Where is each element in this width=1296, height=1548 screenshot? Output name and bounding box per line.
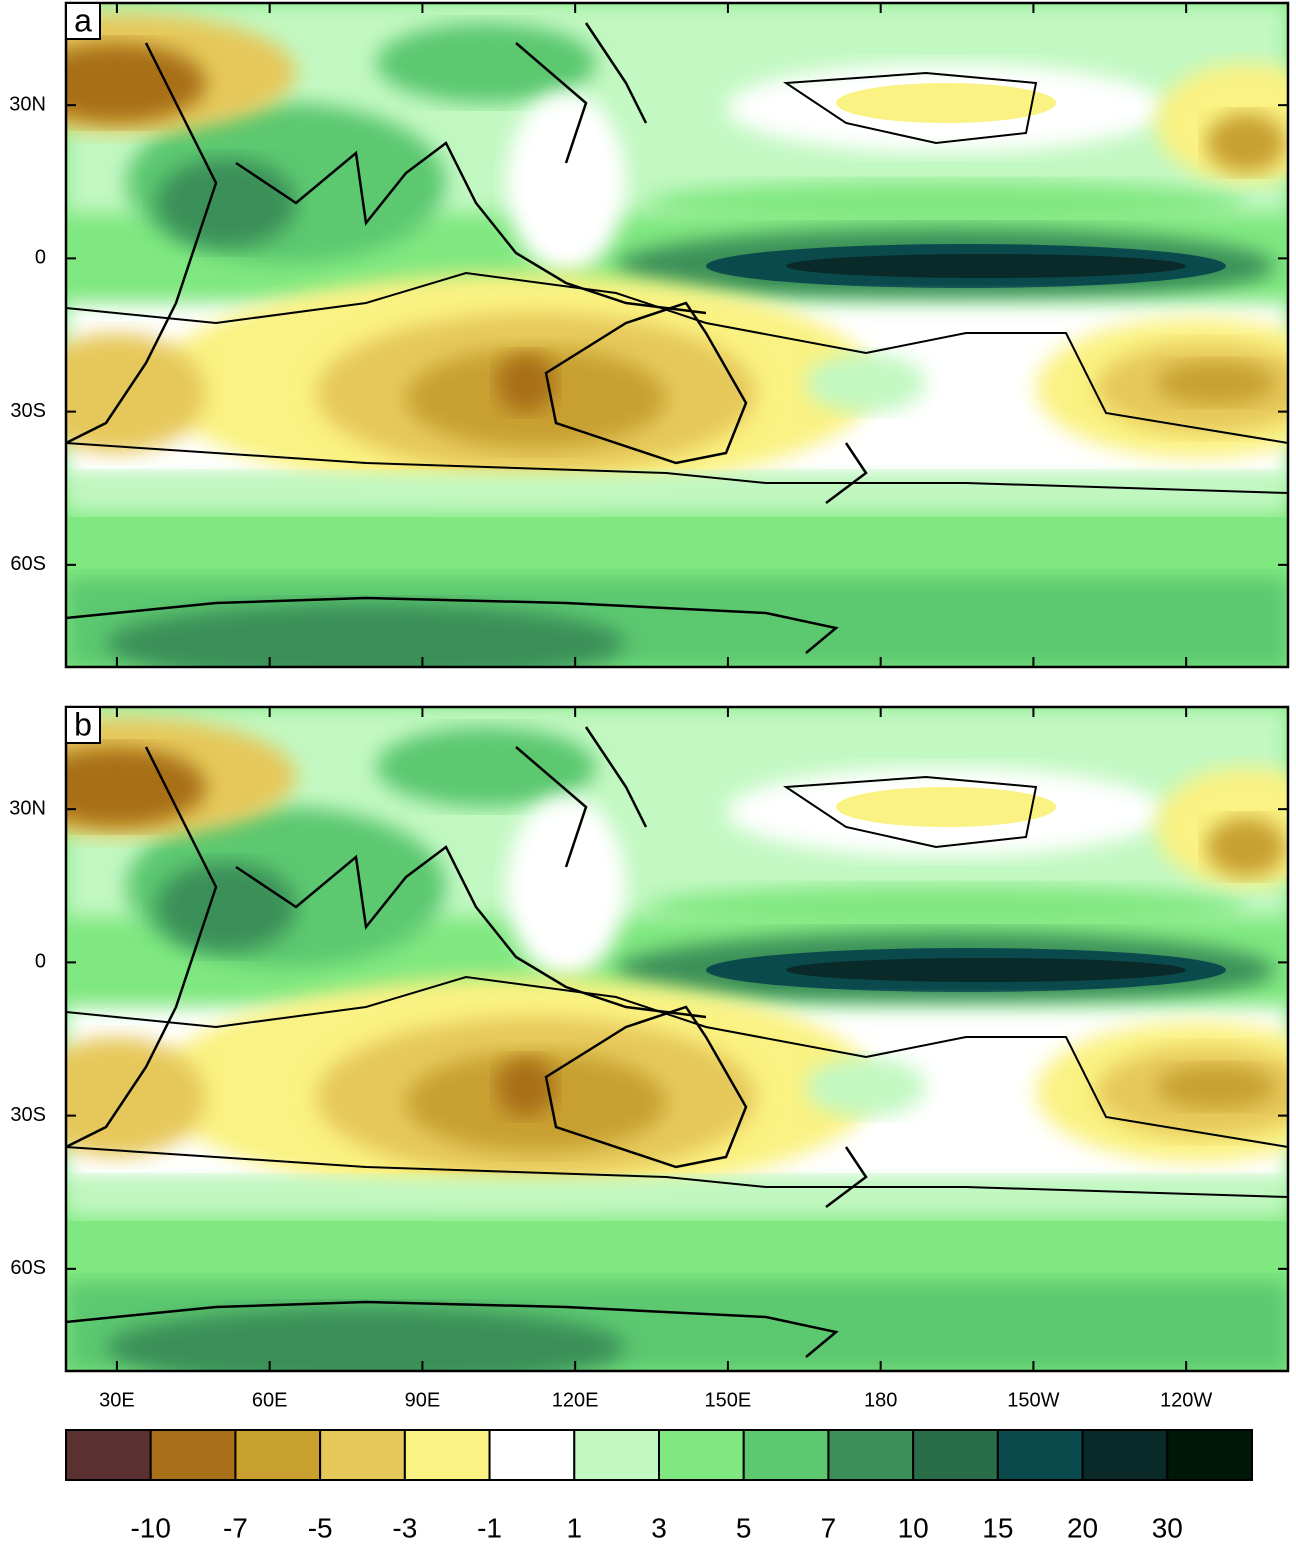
x-tick-label: 60E [252, 1389, 288, 1411]
colorbar-label: 15 [982, 1512, 1013, 1543]
colorbar-label: 3 [651, 1512, 667, 1543]
frame [64, 1, 1290, 669]
x-tick-label: 90E [405, 1389, 441, 1411]
y-tick-label: 30N [9, 93, 46, 115]
colorbar-box [319, 1429, 406, 1481]
panel-label-box [65, 706, 101, 744]
field [0, 707, 1296, 1387]
colorbar-label: -10 [130, 1512, 170, 1543]
panel-label: a [74, 2, 92, 38]
colorbar-box [1166, 1429, 1254, 1481]
y-tick-label: 60S [10, 553, 46, 575]
x-tick-label: 150W [1007, 1389, 1059, 1411]
colorbar-box [827, 1429, 915, 1481]
y-tick-label: 0 [35, 951, 46, 973]
x-tick-label: 120W [1160, 1389, 1212, 1411]
colorbar-box [573, 1429, 660, 1481]
panel-label-box [65, 2, 101, 40]
colorbar-box [234, 1429, 322, 1481]
colorbar-box [912, 1429, 999, 1481]
x-tick-label: 120E [552, 1389, 599, 1411]
panel-label: b [74, 706, 92, 742]
colorbar-box [1081, 1429, 1169, 1481]
y-tick-label: 30S [10, 1104, 46, 1126]
colorbar-box [403, 1429, 491, 1481]
field-image [0, 3, 1296, 683]
field [0, 3, 1296, 683]
colorbar-label: -7 [223, 1512, 248, 1543]
frame [64, 705, 1290, 1373]
colorbar-box [149, 1429, 237, 1481]
colorbar-box [742, 1429, 830, 1481]
colorbar-label: 20 [1067, 1512, 1098, 1543]
colorbar-label: 7 [821, 1512, 837, 1543]
x-tick-label: 30E [99, 1389, 135, 1411]
y-tick-label: 30S [10, 400, 46, 422]
colorbar-label: 5 [736, 1512, 752, 1543]
x-tick-label: 180 [864, 1389, 897, 1411]
colorbar-box [658, 1429, 745, 1481]
colorbar-box [996, 1429, 1084, 1481]
y-tick-label: 60S [10, 1257, 46, 1279]
field-image [0, 707, 1296, 1387]
map-panel: a 30N 0 30S 60S [0, 1, 1296, 683]
colorbar-box [488, 1429, 576, 1481]
map-panel: b 30N 0 30S 60S 30E 60E 90E 120E 150E 180 150W 120W [0, 705, 1296, 1411]
x-tick-label: 150E [705, 1389, 752, 1411]
colorbar-box [65, 1429, 152, 1481]
colorbar-label: -5 [308, 1512, 333, 1543]
colorbar-label: 1 [566, 1512, 582, 1543]
colorbar-label: -1 [477, 1512, 502, 1543]
colorbar-label: 10 [898, 1512, 929, 1543]
colorbar-label: 30 [1152, 1512, 1183, 1543]
y-tick-label: 30N [9, 797, 46, 819]
y-tick-label: 0 [35, 247, 46, 269]
colorbar-label: -3 [392, 1512, 417, 1543]
